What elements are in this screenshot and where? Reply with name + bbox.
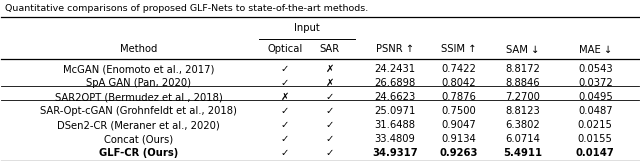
Text: DSen2-CR (Meraner et al., 2020): DSen2-CR (Meraner et al., 2020) bbox=[57, 120, 220, 130]
Text: 34.9317: 34.9317 bbox=[372, 148, 418, 158]
Text: ✗: ✗ bbox=[325, 78, 333, 88]
Text: 0.0487: 0.0487 bbox=[578, 106, 612, 116]
Text: 24.6623: 24.6623 bbox=[374, 92, 416, 102]
Text: 8.8846: 8.8846 bbox=[506, 78, 540, 88]
Text: 8.8172: 8.8172 bbox=[505, 64, 540, 74]
Text: 0.7500: 0.7500 bbox=[442, 106, 476, 116]
Text: SAM ↓: SAM ↓ bbox=[506, 44, 540, 54]
Text: 0.0147: 0.0147 bbox=[576, 148, 614, 158]
Text: ✓: ✓ bbox=[281, 120, 289, 130]
Text: 0.9263: 0.9263 bbox=[440, 148, 478, 158]
Text: 7.2700: 7.2700 bbox=[505, 92, 540, 102]
Text: McGAN (Enomoto et al., 2017): McGAN (Enomoto et al., 2017) bbox=[63, 64, 214, 74]
Text: 25.0971: 25.0971 bbox=[374, 106, 416, 116]
Text: ✓: ✓ bbox=[325, 148, 333, 158]
Text: 26.6898: 26.6898 bbox=[374, 78, 416, 88]
Text: GLF-CR (Ours): GLF-CR (Ours) bbox=[99, 148, 178, 158]
Text: 8.8123: 8.8123 bbox=[505, 106, 540, 116]
Text: SpA GAN (Pan, 2020): SpA GAN (Pan, 2020) bbox=[86, 78, 191, 88]
Text: 6.0714: 6.0714 bbox=[505, 134, 540, 144]
Text: 0.7876: 0.7876 bbox=[442, 92, 476, 102]
Text: ✗: ✗ bbox=[281, 92, 289, 102]
Text: 0.0372: 0.0372 bbox=[578, 78, 612, 88]
Text: Optical: Optical bbox=[268, 44, 303, 54]
Text: 0.9047: 0.9047 bbox=[442, 120, 476, 130]
Text: PSNR ↑: PSNR ↑ bbox=[376, 44, 414, 54]
Text: ✓: ✓ bbox=[325, 134, 333, 144]
Text: ✓: ✓ bbox=[325, 106, 333, 116]
Text: SAR: SAR bbox=[319, 44, 340, 54]
Text: ✓: ✓ bbox=[281, 148, 289, 158]
Text: Input: Input bbox=[294, 23, 320, 33]
Text: ✗: ✗ bbox=[325, 64, 333, 74]
Text: 24.2431: 24.2431 bbox=[374, 64, 416, 74]
Text: 0.0495: 0.0495 bbox=[578, 92, 612, 102]
Text: SAR2OPT (Bermudez et al., 2018): SAR2OPT (Bermudez et al., 2018) bbox=[54, 92, 222, 102]
Text: ✓: ✓ bbox=[325, 120, 333, 130]
Text: 0.8042: 0.8042 bbox=[442, 78, 476, 88]
Text: SAR-Opt-cGAN (Grohnfeldt et al., 2018): SAR-Opt-cGAN (Grohnfeldt et al., 2018) bbox=[40, 106, 237, 116]
Text: 33.4809: 33.4809 bbox=[375, 134, 415, 144]
Text: Method: Method bbox=[120, 44, 157, 54]
Text: MAE ↓: MAE ↓ bbox=[579, 44, 612, 54]
Text: SSIM ↑: SSIM ↑ bbox=[441, 44, 477, 54]
Text: Quantitative comparisons of proposed GLF-Nets to state-of-the-art methods.: Quantitative comparisons of proposed GLF… bbox=[4, 4, 368, 13]
Text: 0.0543: 0.0543 bbox=[578, 64, 612, 74]
Text: 31.6488: 31.6488 bbox=[374, 120, 416, 130]
Text: ✓: ✓ bbox=[325, 92, 333, 102]
Text: ✓: ✓ bbox=[281, 106, 289, 116]
Text: 6.3802: 6.3802 bbox=[505, 120, 540, 130]
Text: ✓: ✓ bbox=[281, 134, 289, 144]
Text: 0.9134: 0.9134 bbox=[442, 134, 476, 144]
Text: 0.0215: 0.0215 bbox=[578, 120, 612, 130]
Text: ✓: ✓ bbox=[281, 78, 289, 88]
Text: 0.0155: 0.0155 bbox=[578, 134, 612, 144]
Text: ✓: ✓ bbox=[281, 64, 289, 74]
Text: 0.7422: 0.7422 bbox=[442, 64, 476, 74]
Text: 5.4911: 5.4911 bbox=[503, 148, 542, 158]
Text: Concat (Ours): Concat (Ours) bbox=[104, 134, 173, 144]
